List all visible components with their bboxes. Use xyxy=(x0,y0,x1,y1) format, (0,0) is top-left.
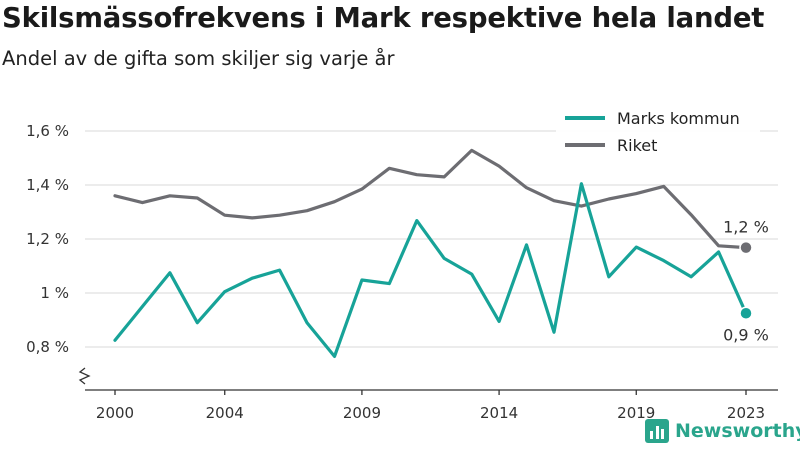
x-tick-label: 2014 xyxy=(480,404,518,422)
gridlines xyxy=(85,130,778,348)
end-label-marks-kommun: 0,9 % xyxy=(723,325,769,344)
brand-name: Newsworthy xyxy=(675,420,800,442)
legend-label: Marks kommun xyxy=(617,109,740,128)
x-tick-label: 2019 xyxy=(617,404,655,422)
y-tick-label: 1,2 % xyxy=(26,230,69,248)
newsworthy-logo: Newsworthy xyxy=(645,419,800,443)
x-axis xyxy=(78,367,778,395)
legend: Marks kommun Riket xyxy=(556,100,760,164)
axis-break-icon xyxy=(78,367,91,385)
chart-title: Skilsmässofrekvens i Mark respektive hel… xyxy=(2,2,765,34)
x-tick-label: 2023 xyxy=(727,404,765,422)
x-axis-tick-labels: 2000 2004 2009 2014 2019 2023 xyxy=(96,404,765,422)
end-marker-riket xyxy=(739,240,753,255)
end-marker-marks-kommun xyxy=(739,306,753,320)
y-axis-tick-labels: 0,8 % 1 % 1,2 % 1,4 % 1,6 % xyxy=(26,122,69,356)
legend-background xyxy=(556,100,760,164)
x-tick-label: 2004 xyxy=(206,404,244,422)
y-tick-label: 0,8 % xyxy=(26,338,69,356)
y-tick-label: 1 % xyxy=(40,284,69,302)
y-tick-label: 1,6 % xyxy=(26,122,69,140)
bar-chart-icon xyxy=(645,419,669,443)
y-tick-label: 1,4 % xyxy=(26,176,69,194)
x-tick-label: 2000 xyxy=(96,404,134,422)
end-label-riket: 1,2 % xyxy=(723,218,769,237)
x-tick-label: 2009 xyxy=(343,404,381,422)
chart-subtitle: Andel av de gifta som skiljer sig varje … xyxy=(2,47,395,70)
series-line-riket xyxy=(113,148,748,250)
end-markers: 0,9 % 1,2 % xyxy=(723,218,769,345)
legend-label: Riket xyxy=(617,136,657,155)
series-lines xyxy=(113,148,748,358)
series-line-marks-kommun xyxy=(113,182,748,358)
